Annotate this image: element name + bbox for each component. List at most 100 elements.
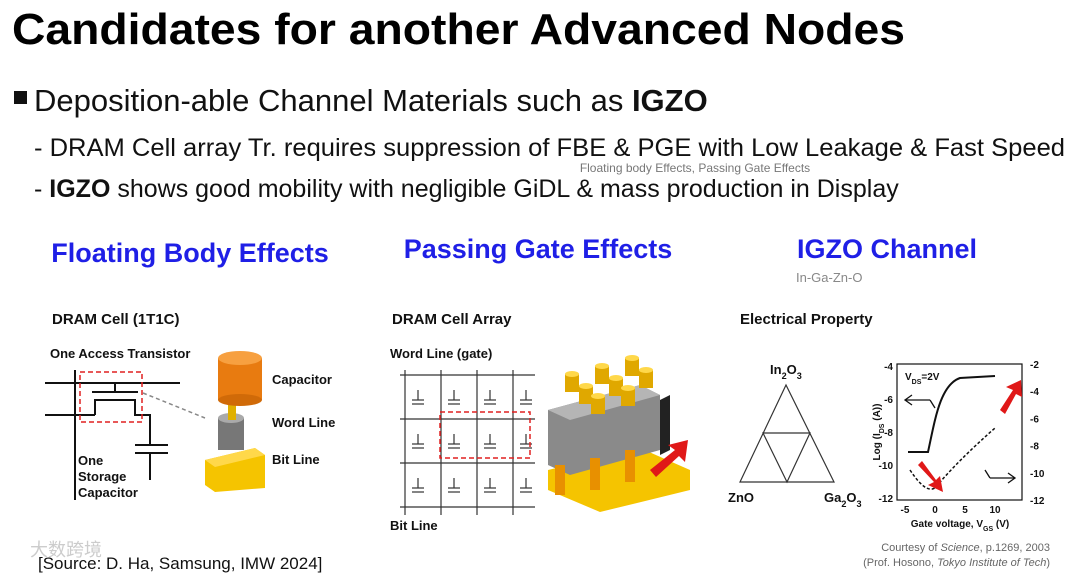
pillar bbox=[591, 396, 605, 414]
text-run: Log (I bbox=[872, 433, 883, 460]
subscript: DS bbox=[912, 379, 922, 386]
figure-label: Bit Line bbox=[272, 452, 320, 467]
x-tick-label: 10 bbox=[989, 505, 1001, 516]
text-run: (Prof. Hosono, bbox=[863, 557, 937, 569]
graph-annotation: VDS=2V bbox=[905, 372, 940, 386]
subscript: GS bbox=[983, 526, 993, 533]
pillar bbox=[595, 366, 609, 384]
figure-label: Word Line bbox=[272, 415, 335, 430]
text-run: Science bbox=[941, 542, 980, 554]
figure-title: DRAM Cell (1T1C) bbox=[52, 311, 180, 328]
pillar bbox=[565, 374, 579, 392]
left-tick-label: -6 bbox=[884, 395, 893, 406]
pillars bbox=[565, 355, 653, 414]
pillar-top bbox=[639, 367, 653, 373]
figure-label: One Access Transistor bbox=[50, 346, 190, 361]
text-run: Tokyo Institute of Tech bbox=[937, 557, 1046, 569]
cell-3d-part bbox=[218, 351, 262, 365]
text-run: In bbox=[770, 362, 782, 377]
pillar bbox=[625, 358, 639, 376]
graph-ticks: -4 -6 -8 -10 -12 -2 -4 -6 -8 -10 -12 -5 0 5 10 bbox=[879, 360, 1045, 516]
title: Candidates for another Advanced Nodes bbox=[12, 5, 905, 54]
text-run: Ga bbox=[824, 490, 842, 505]
array-3d-part bbox=[650, 440, 688, 477]
figure-label: Capacitor bbox=[78, 485, 138, 500]
watermark: 大数跨境 bbox=[30, 540, 102, 560]
text-run: shows good mobility with negligible GiDL… bbox=[110, 175, 899, 203]
sub-point: - IGZO shows good mobility with negligib… bbox=[34, 175, 899, 203]
text-run: V bbox=[905, 372, 912, 383]
subscript: 2 bbox=[782, 371, 787, 381]
right-tick-label: -8 bbox=[1030, 442, 1039, 453]
triangle-label: ZnO bbox=[728, 490, 754, 505]
figure-title: DRAM Cell Array bbox=[392, 311, 512, 328]
note: Floating body Effects, Passing Gate Effe… bbox=[580, 161, 810, 175]
bullet: Deposition-able Channel Materials such a… bbox=[34, 83, 708, 118]
pillar-top bbox=[579, 383, 593, 389]
pillar bbox=[609, 378, 623, 396]
array-3d-part bbox=[555, 465, 565, 495]
cell-3d-part bbox=[218, 418, 244, 450]
pillar-top bbox=[621, 385, 635, 391]
right-tick-label: -6 bbox=[1030, 414, 1039, 425]
x-tick-label: 5 bbox=[962, 505, 968, 516]
array-3d bbox=[548, 385, 690, 512]
x-tick-label: -5 bbox=[901, 505, 910, 516]
subscript: 2 bbox=[841, 499, 846, 509]
text-run: - bbox=[34, 175, 49, 203]
bullet-square bbox=[14, 91, 27, 104]
text-run: Gate voltage, V bbox=[911, 519, 984, 530]
phase-triangle-part bbox=[762, 432, 811, 484]
text-run: =2V bbox=[921, 372, 939, 383]
pillar-top bbox=[565, 371, 579, 377]
pillar-top bbox=[595, 363, 609, 369]
subscript: DS bbox=[879, 423, 886, 433]
x-tick-label: 0 bbox=[932, 505, 938, 516]
left-tick-label: -12 bbox=[879, 494, 894, 505]
array-3d-part bbox=[660, 395, 670, 455]
credit: (Prof. Hosono, Tokyo Institute of Tech) bbox=[863, 557, 1050, 569]
section-heading: Floating Body Effects bbox=[51, 238, 329, 268]
text-run: Courtesy of bbox=[881, 542, 940, 554]
pillar-top bbox=[591, 393, 605, 399]
text-run: ) bbox=[1046, 557, 1050, 569]
bullet-bold: IGZO bbox=[632, 83, 708, 118]
right-tick-label: -4 bbox=[1030, 387, 1039, 398]
figure-label: Word Line (gate) bbox=[390, 346, 492, 361]
cell-diagram bbox=[45, 370, 206, 500]
section-heading: Passing Gate Effects bbox=[404, 234, 673, 264]
right-tick-label: -2 bbox=[1030, 360, 1039, 371]
triangle-label: Ga2O3 bbox=[824, 490, 862, 509]
phase-triangle bbox=[739, 383, 835, 484]
subscript: 3 bbox=[797, 371, 802, 381]
pillar-top bbox=[625, 355, 639, 361]
cell-3d bbox=[205, 351, 265, 492]
highlight-box bbox=[439, 411, 531, 459]
pillar bbox=[639, 370, 653, 388]
graph-part bbox=[918, 461, 943, 492]
array-3d-part bbox=[625, 450, 635, 482]
text-run: O bbox=[846, 490, 856, 505]
graph-part bbox=[903, 394, 936, 409]
left-tick-label: -4 bbox=[884, 362, 893, 373]
left-tick-label: -10 bbox=[879, 461, 894, 472]
text-run: ZnO bbox=[728, 490, 754, 505]
graph-part bbox=[908, 375, 996, 453]
text-run: (A)) bbox=[872, 404, 883, 424]
y-axis-label: Log (IDS (A)) bbox=[872, 404, 886, 461]
sub-point: - DRAM Cell array Tr. requires suppressi… bbox=[34, 134, 1065, 162]
cell-3d-part bbox=[205, 448, 265, 467]
credit: Courtesy of Science, p.1269, 2003 bbox=[881, 542, 1050, 554]
x-axis-label: Gate voltage, VGS (V) bbox=[911, 519, 1009, 533]
text-run: O bbox=[787, 362, 797, 377]
text-run: , p.1269, 2003 bbox=[980, 542, 1050, 554]
left-tick-label: -8 bbox=[884, 428, 893, 439]
figure-label: Capacitor bbox=[272, 372, 332, 387]
triangle-label: In2O3 bbox=[770, 362, 802, 381]
figure-label: Storage bbox=[78, 469, 126, 484]
right-tick-label: -12 bbox=[1030, 496, 1045, 507]
figure-label: One bbox=[78, 453, 103, 468]
figure-title: Electrical Property bbox=[740, 311, 873, 328]
cell-array bbox=[400, 370, 535, 515]
